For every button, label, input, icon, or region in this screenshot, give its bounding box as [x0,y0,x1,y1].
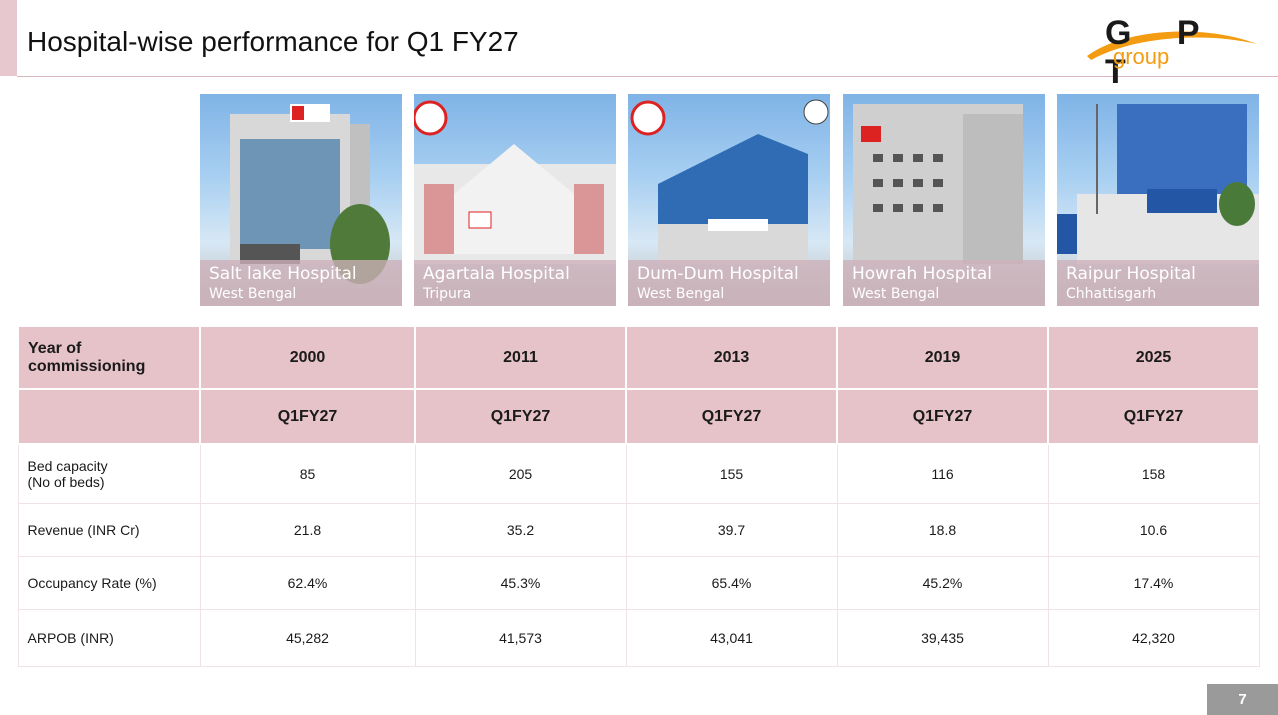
period-cell: Q1FY27 [414,388,627,445]
year-cell: 2019 [836,325,1049,390]
year-cell: 2013 [625,325,838,390]
beds-cell: 155 [625,443,838,504]
hospital-photo-agartala: Agartala Hospital Tripura [414,94,616,306]
occupancy-cell: 65.4% [625,555,838,610]
period-cell: Q1FY27 [199,388,416,445]
hospital-name: Howrah Hospital [852,264,993,284]
logo-letters: G P T [1105,14,1217,91]
hospital-state: West Bengal [209,286,297,302]
arpob-cell: 43,041 [625,608,838,667]
page-title: Hospital-wise performance for Q1 FY27 [27,26,519,57]
logo-swoosh-icon [1087,31,1257,60]
arpob-cell: 41,573 [414,608,627,667]
year-cell: 2000 [199,325,416,390]
table-row-arpob: ARPOB (INR) 45,282 41,573 43,041 39,435 … [17,608,1260,667]
row-label-beds-line2: (No of beds) [27,473,105,490]
period-cell: Q1FY27 [625,388,838,445]
photo-caption: Agartala Hospital Tripura [414,260,616,306]
photo-caption: Dum-Dum Hospital West Bengal [628,260,830,306]
row-label-year: Year of commissioning [17,325,201,390]
arpob-cell: 45,282 [199,608,416,667]
performance-table: Year of commissioning 2000 2011 2013 201… [17,325,1260,667]
hospital-name: Agartala Hospital [423,264,570,284]
row-label-arpob: ARPOB (INR) [17,608,201,667]
hospital-state: West Bengal [637,286,725,302]
header-divider [17,76,1278,77]
photo-caption: Howrah Hospital West Bengal [843,260,1045,306]
row-label-occupancy: Occupancy Rate (%) [17,555,201,610]
occupancy-cell: 17.4% [1047,555,1260,610]
row-label-revenue: Revenue (INR Cr) [17,502,201,557]
year-cell: 2011 [414,325,627,390]
header-accent-bar [0,0,17,76]
photo-caption: Raipur Hospital Chhattisgarh [1057,260,1259,306]
table-row-beds: Bed capacity (No of beds) 85 205 155 116… [17,443,1260,504]
hospital-state: Chhattisgarh [1066,286,1157,302]
beds-cell: 158 [1047,443,1260,504]
hospital-state: West Bengal [852,286,940,302]
arpob-cell: 39,435 [836,608,1049,667]
beds-cell: 85 [199,443,416,504]
photo-caption: Salt lake Hospital West Bengal [200,260,402,306]
occupancy-cell: 45.2% [836,555,1049,610]
arpob-cell: 42,320 [1047,608,1260,667]
hospital-name: Dum-Dum Hospital [637,264,799,284]
revenue-cell: 35.2 [414,502,627,557]
hospital-name: Raipur Hospital [1066,264,1196,284]
building-image-icon [1057,104,1259,264]
hospital-photo-raipur: Raipur Hospital Chhattisgarh [1057,94,1259,306]
hospital-photo-dum-dum: Dum-Dum Hospital West Bengal [628,94,830,306]
beds-cell: 205 [414,443,627,504]
row-label-beds-line1: Bed capacity [27,457,108,474]
building-image-icon [414,100,616,264]
row-label-period [17,388,201,445]
period-cell: Q1FY27 [836,388,1049,445]
occupancy-cell: 62.4% [199,555,416,610]
hospital-state: Tripura [423,286,472,302]
row-label-beds: Bed capacity (No of beds) [17,443,201,504]
period-cell: Q1FY27 [1047,388,1260,445]
year-cell: 2025 [1047,325,1260,390]
table-row-period: Q1FY27 Q1FY27 Q1FY27 Q1FY27 Q1FY27 [17,388,1260,445]
beds-cell: 116 [836,443,1049,504]
occupancy-cell: 45.3% [414,555,627,610]
hospital-photo-salt-lake: Salt lake Hospital West Bengal [200,94,402,306]
gpt-group-logo: G P T group [1085,14,1265,91]
table-row-year: Year of commissioning 2000 2011 2013 201… [17,325,1260,390]
table-row-revenue: Revenue (INR Cr) 21.8 35.2 39.7 18.8 10.… [17,502,1260,557]
revenue-cell: 10.6 [1047,502,1260,557]
building-image-icon [630,99,829,264]
building-image-icon [853,104,1023,264]
table-row-occupancy: Occupancy Rate (%) 62.4% 45.3% 65.4% 45.… [17,555,1260,610]
logo-subtext: group [1113,44,1170,69]
hospital-name: Salt lake Hospital [209,264,357,284]
revenue-cell: 18.8 [836,502,1049,557]
revenue-cell: 39.7 [625,502,838,557]
page-number: 7 [1207,684,1278,715]
revenue-cell: 21.8 [199,502,416,557]
hospital-photo-howrah: Howrah Hospital West Bengal [843,94,1045,306]
